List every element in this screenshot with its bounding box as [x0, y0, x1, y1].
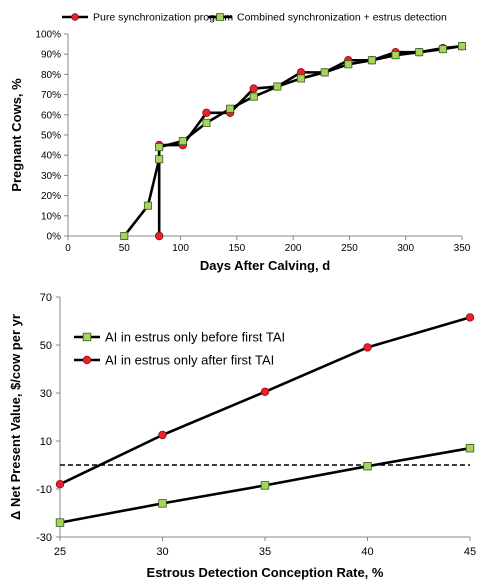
- x-tick-label: 35: [259, 546, 271, 558]
- x-tick-label: 250: [341, 243, 358, 254]
- x-axis-title: Days After Calving, d: [200, 258, 330, 273]
- y-tick-label: 60%: [41, 110, 61, 121]
- square-marker: [155, 143, 164, 152]
- y-tick-label: 30: [40, 388, 52, 400]
- y-tick-label: 70: [40, 292, 52, 304]
- square-marker: [158, 499, 167, 508]
- chart-pregnant-cows: 0% 10% 20% 30% 40% 50% 60% 70% 80% 90% 100% 0 50 100 1…: [9, 12, 471, 274]
- y-tick-label: 70%: [41, 90, 61, 101]
- legend-marker: [82, 355, 92, 365]
- y-axis-title: Pregnant Cows, %: [9, 78, 24, 192]
- square-marker: [457, 42, 466, 51]
- square-marker: [260, 481, 270, 490]
- x-tick-label: 300: [397, 243, 414, 254]
- x-tick-label: 25: [54, 546, 66, 558]
- x-tick-label: 45: [464, 546, 476, 558]
- square-marker: [55, 518, 65, 527]
- y-tick-label: 50: [40, 340, 52, 352]
- legend-marker: [71, 13, 79, 21]
- circle-marker: [363, 343, 372, 352]
- square-marker: [249, 92, 258, 101]
- square-marker: [391, 51, 400, 60]
- square-marker: [438, 45, 447, 54]
- y-tick-label: 80%: [41, 70, 61, 81]
- x-tick-label: 150: [229, 243, 246, 254]
- circle-marker: [154, 231, 164, 241]
- x-tick-label: 200: [285, 243, 302, 254]
- series-line: [123, 44, 463, 237]
- y-tick-label: 0%: [47, 232, 62, 243]
- square-marker: [297, 74, 306, 83]
- y-tick-label: -10: [36, 484, 52, 496]
- square-marker: [415, 48, 424, 57]
- x-tick-label: 30: [156, 546, 168, 558]
- x-tick-label: 350: [454, 243, 471, 254]
- circle-marker: [202, 108, 211, 117]
- y-tick-label: 10: [40, 436, 52, 448]
- circle-marker: [260, 387, 270, 396]
- circle-marker: [465, 313, 475, 322]
- y-axis-title: Δ Net Present Value, $/cow per yr: [8, 314, 23, 520]
- square-marker: [226, 104, 235, 113]
- square-marker: [344, 60, 353, 69]
- square-marker: [363, 461, 372, 471]
- legend-label: AI in estrus only after first TAI: [105, 353, 274, 368]
- circle-marker: [249, 84, 258, 93]
- square-marker: [367, 56, 376, 65]
- legend-label: Pure synchronization program: [93, 12, 233, 24]
- y-tick-label: 90%: [41, 50, 61, 61]
- legend-label: AI in estrus only before first TAI: [105, 330, 285, 345]
- y-tick-label: 10%: [41, 211, 61, 222]
- y-tick-label: -30: [36, 532, 52, 544]
- y-tick-label: 20%: [41, 191, 61, 202]
- y-tick-label: 30%: [41, 171, 61, 182]
- square-marker: [202, 118, 211, 127]
- square-marker: [320, 68, 329, 77]
- legend-marker: [216, 13, 224, 21]
- square-marker: [143, 201, 152, 210]
- square-marker: [273, 82, 282, 91]
- circle-marker: [55, 480, 65, 489]
- legend-label: Combined synchronization + estrus detect…: [237, 12, 447, 24]
- chart-net-present-value: -30 -10 10 30 50 70 25 30 35 40 45 Estrous Detectio…: [8, 292, 476, 580]
- y-tick-label: 40%: [41, 151, 61, 162]
- square-marker: [120, 231, 129, 240]
- square-marker: [465, 443, 475, 453]
- x-axis-title: Estrous Detection Conception Rate, %: [147, 565, 384, 580]
- square-marker: [178, 137, 187, 146]
- x-tick-label: 0: [65, 243, 71, 254]
- y-tick-label: 50%: [41, 131, 61, 142]
- x-tick-label: 100: [172, 243, 189, 254]
- square-marker: [155, 155, 164, 164]
- legend-marker: [82, 332, 92, 342]
- x-tick-label: 40: [361, 546, 373, 558]
- x-tick-label: 50: [119, 243, 131, 254]
- circle-marker: [158, 430, 167, 440]
- y-tick-label: 100%: [35, 30, 61, 41]
- series-line: [157, 44, 463, 236]
